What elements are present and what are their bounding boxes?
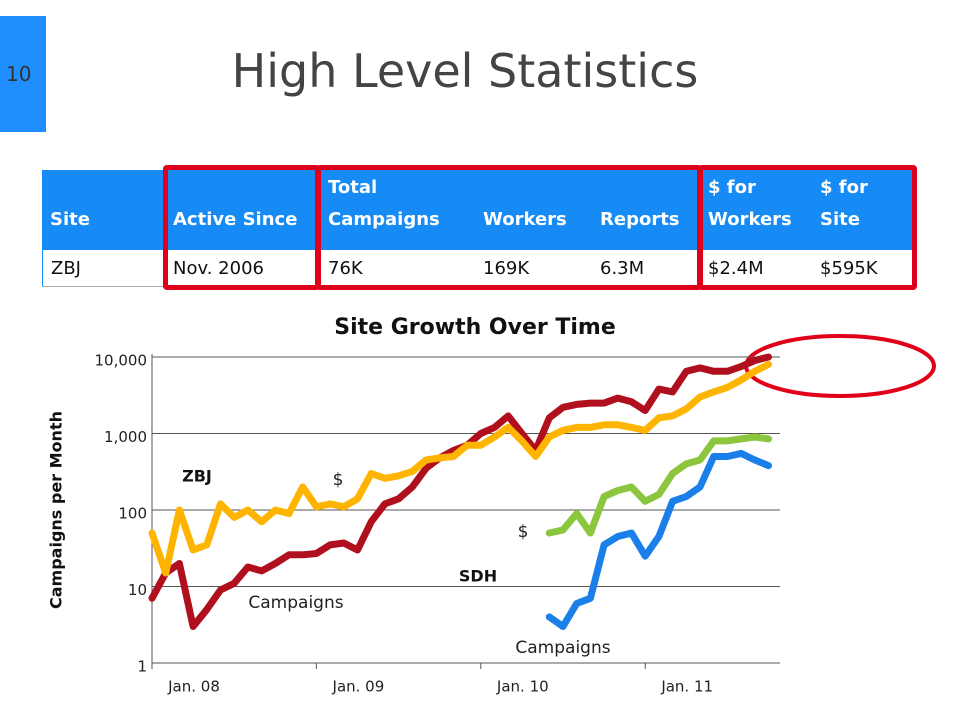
table-header-cell: $ for Site — [812, 170, 913, 250]
y-tick-label: 10,000 — [95, 352, 148, 370]
y-axis-title: Campaigns per Month — [47, 411, 66, 609]
table-header-cell: Reports — [592, 170, 700, 250]
table-header-cell: Total Campaigns — [320, 170, 475, 250]
series-label: Campaigns — [248, 593, 343, 613]
table-cell: 169K — [475, 250, 592, 287]
table-cell: ZBJ — [42, 250, 165, 287]
series-line — [148, 360, 772, 577]
series-line — [545, 433, 772, 537]
y-tick-label: 1,000 — [104, 428, 147, 446]
table-cell: Nov. 2006 — [165, 250, 320, 287]
table-header-cell: Site — [42, 170, 165, 250]
y-tick-label: 1 — [137, 658, 147, 676]
highlight-ellipse — [744, 334, 936, 398]
annotation: ZBJ — [182, 467, 212, 486]
highlight-box — [698, 165, 917, 290]
slide-title: High Level Statistics — [231, 44, 699, 98]
series-line — [545, 449, 772, 630]
annotation: SDH — [459, 567, 497, 586]
slide-number: 10 — [6, 62, 32, 86]
series-label: Campaigns — [515, 638, 610, 658]
table-header-cell: Workers — [475, 170, 592, 250]
table-cell: $2.4M — [700, 250, 812, 287]
y-tick-label: 10 — [128, 581, 147, 599]
series-label: $ — [518, 522, 529, 542]
x-tick-label: Jan. 09 — [332, 678, 385, 696]
x-tick-label: Jan. 10 — [496, 678, 549, 696]
y-tick-label: 100 — [118, 505, 147, 523]
x-tick-label: Jan. 11 — [660, 678, 713, 696]
series-label: $ — [333, 470, 344, 490]
table-header-cell: Active Since — [165, 170, 320, 250]
table-header-cell: $ for Workers — [700, 170, 812, 250]
x-tick-label: Jan. 08 — [167, 678, 220, 696]
slide-number-tab — [0, 16, 46, 132]
chart-title: Site Growth Over Time — [334, 315, 616, 340]
table-cell: $595K — [812, 250, 913, 287]
